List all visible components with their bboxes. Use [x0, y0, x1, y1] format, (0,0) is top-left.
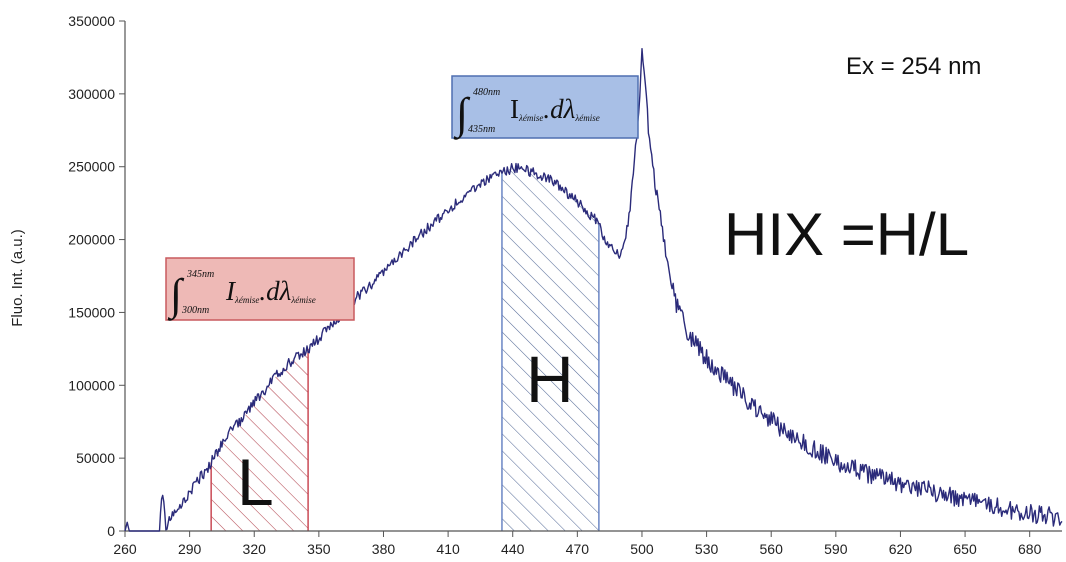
y-tick-label: 50000 — [76, 450, 115, 466]
svg-text:300nm: 300nm — [181, 305, 209, 316]
x-tick-label: 320 — [243, 541, 267, 557]
formula-H-differential: .dλ — [543, 94, 575, 124]
x-tick-label: 560 — [760, 541, 784, 557]
y-tick-label: 0 — [107, 523, 115, 539]
x-tick-label: 620 — [889, 541, 913, 557]
x-tick-label: 410 — [436, 541, 460, 557]
formula-H-upper: 480 — [473, 87, 488, 98]
region-L-fill — [211, 348, 309, 531]
svg-text:345nm: 345nm — [186, 269, 214, 280]
x-tick-label: 380 — [372, 541, 396, 557]
region-letter-H: H — [526, 342, 574, 416]
spectrum-line — [124, 48, 1063, 532]
formula-L-upper: 345 — [186, 269, 202, 280]
y-tick-label: 300000 — [68, 86, 115, 102]
region-H-fill — [502, 168, 599, 531]
formula-H-lower-unit: nm — [483, 124, 495, 135]
formula-H-integrand: I — [510, 94, 519, 124]
x-tick-label: 500 — [630, 541, 654, 557]
excitation-label: Ex = 254 nm — [846, 53, 981, 80]
formula-L-upper-unit: nm — [202, 269, 214, 280]
integral-sign-H: ∫ — [453, 89, 471, 140]
y-tick-label: 250000 — [68, 159, 115, 175]
x-tick-label: 470 — [566, 541, 590, 557]
x-tick-label: 680 — [1018, 541, 1042, 557]
formula-box-H: ∫ 480nm 435nm Iλémise.dλλémise — [451, 75, 639, 140]
formula-box-L: ∫ 345nm 300nm Iλémise.dλλémise — [165, 257, 355, 321]
x-tick-label: 290 — [178, 541, 202, 557]
svg-text:Iλémise.dλλémise: Iλémise.dλλémise — [225, 276, 316, 306]
integration-regions — [210, 168, 600, 531]
x-tick-label: 590 — [824, 541, 848, 557]
formula-H-lower: 435 — [468, 124, 483, 135]
svg-text:435nm: 435nm — [468, 124, 495, 135]
x-tick-label: 260 — [113, 541, 137, 557]
svg-text:480nm: 480nm — [473, 87, 500, 98]
region-letter-L: L — [237, 445, 274, 519]
y-tick-label: 150000 — [68, 304, 115, 320]
formula-L-differential-subscript: λémise — [290, 295, 315, 305]
formula-L-integrand: I — [225, 276, 237, 306]
x-tick-label: 650 — [953, 541, 977, 557]
y-tick-label: 350000 — [68, 13, 115, 29]
x-tick-label: 530 — [695, 541, 719, 557]
x-tick-label: 350 — [307, 541, 331, 557]
formula-H-subscript: λémise — [518, 113, 543, 123]
y-tick-label: 200000 — [68, 232, 115, 248]
formula-L-lower: 300 — [181, 305, 197, 316]
formula-L-differential: .dλ — [259, 276, 291, 306]
x-tick-label: 440 — [501, 541, 525, 557]
series — [124, 48, 1063, 532]
formula-L-subscript: λémise — [234, 295, 259, 305]
formula-H-upper-unit: nm — [488, 87, 500, 98]
axes: 0 50000 100000 150000 200000 250000 300000 3500… — [68, 13, 1062, 557]
formula-H-differential-subscript: λémise — [574, 113, 599, 123]
y-axis-label: Fluo. Int. (a.u.) — [9, 229, 26, 327]
integral-sign-L: ∫ — [167, 270, 185, 321]
hix-equation: HIX =H/L — [724, 201, 969, 268]
y-tick-label: 100000 — [68, 377, 115, 393]
svg-text:Iλémise.dλλémise: Iλémise.dλλémise — [510, 94, 600, 124]
formula-L-lower-unit: nm — [197, 305, 209, 316]
